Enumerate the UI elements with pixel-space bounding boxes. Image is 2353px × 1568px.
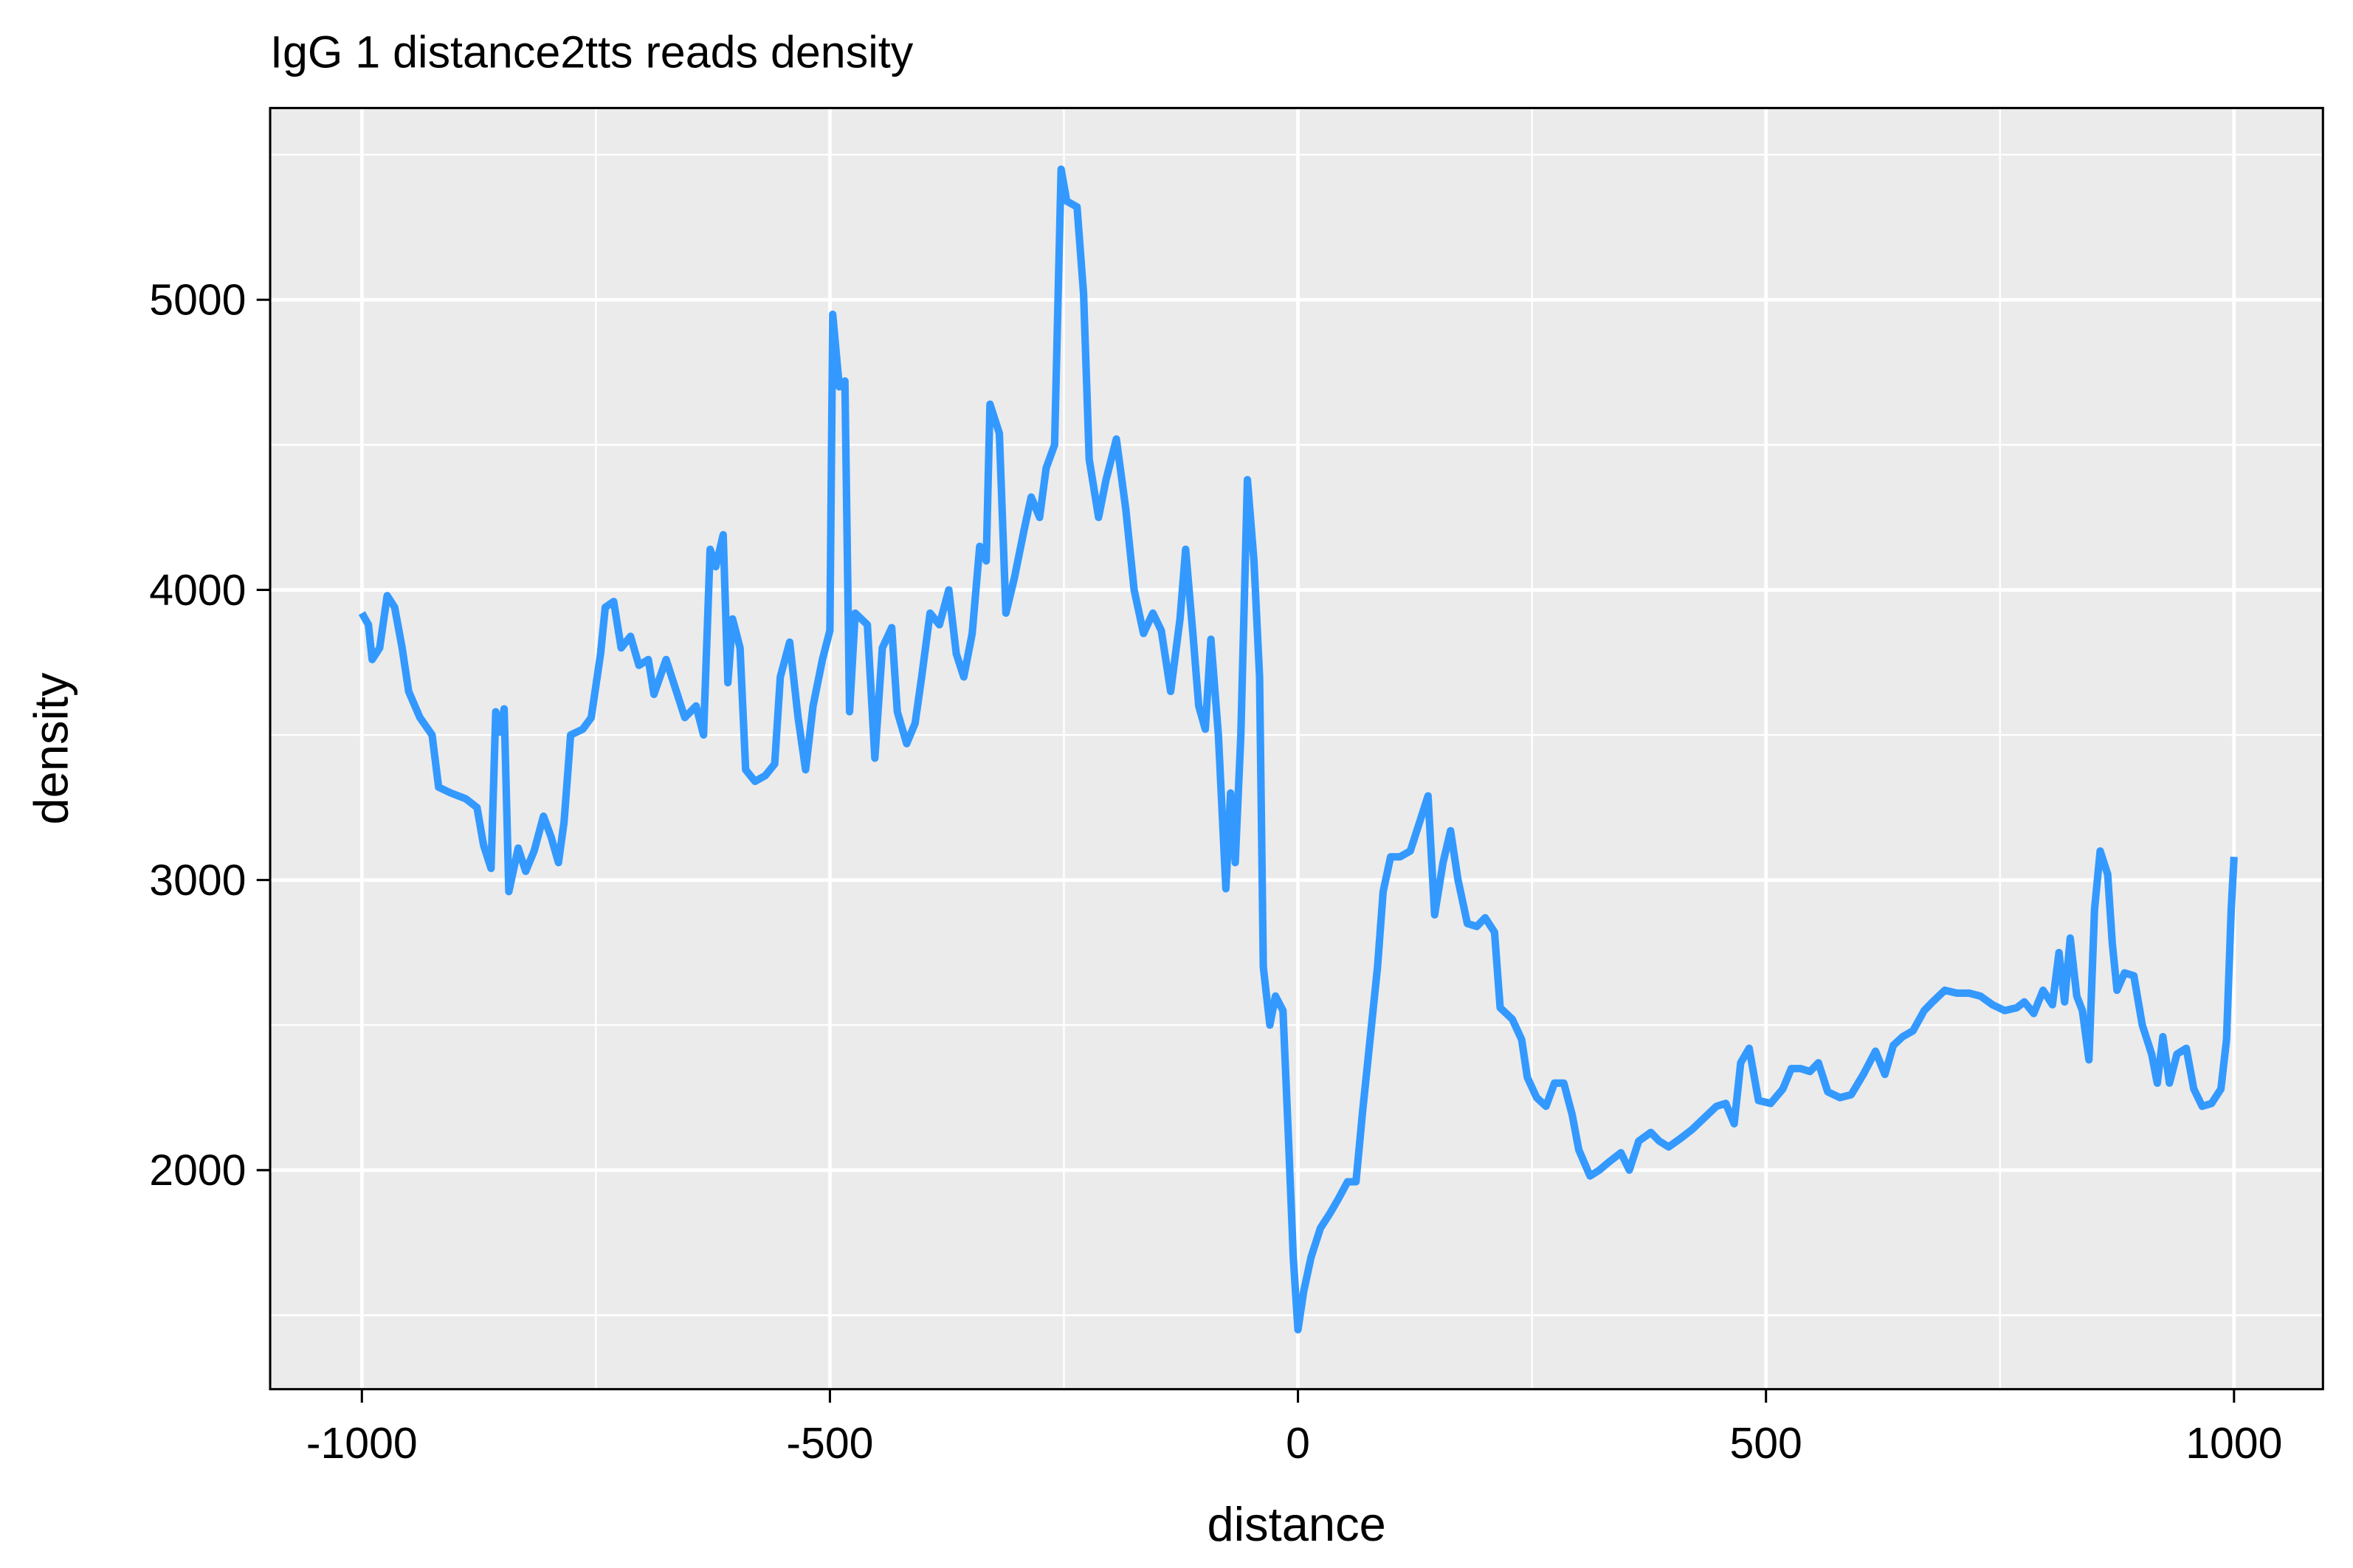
- y-tick-label: 4000: [149, 567, 246, 615]
- y-tick-label: 5000: [149, 277, 246, 325]
- chart-title: IgG 1 distance2tts reads density: [270, 27, 914, 77]
- y-tick-label: 3000: [149, 857, 246, 905]
- x-tick-label: 0: [1286, 1420, 1310, 1468]
- x-tick-label: -500: [786, 1420, 873, 1468]
- y-tick-label: 2000: [149, 1147, 246, 1195]
- data-line: [358, 165, 2238, 1334]
- x-tick-label: 1000: [2185, 1420, 2282, 1468]
- x-tick-label: 500: [1729, 1420, 1802, 1468]
- x-tick-label: -1000: [306, 1420, 418, 1468]
- plot-border: [269, 106, 2324, 1391]
- y-axis-label: density: [24, 672, 78, 825]
- x-axis-label: distance: [1207, 1497, 1386, 1551]
